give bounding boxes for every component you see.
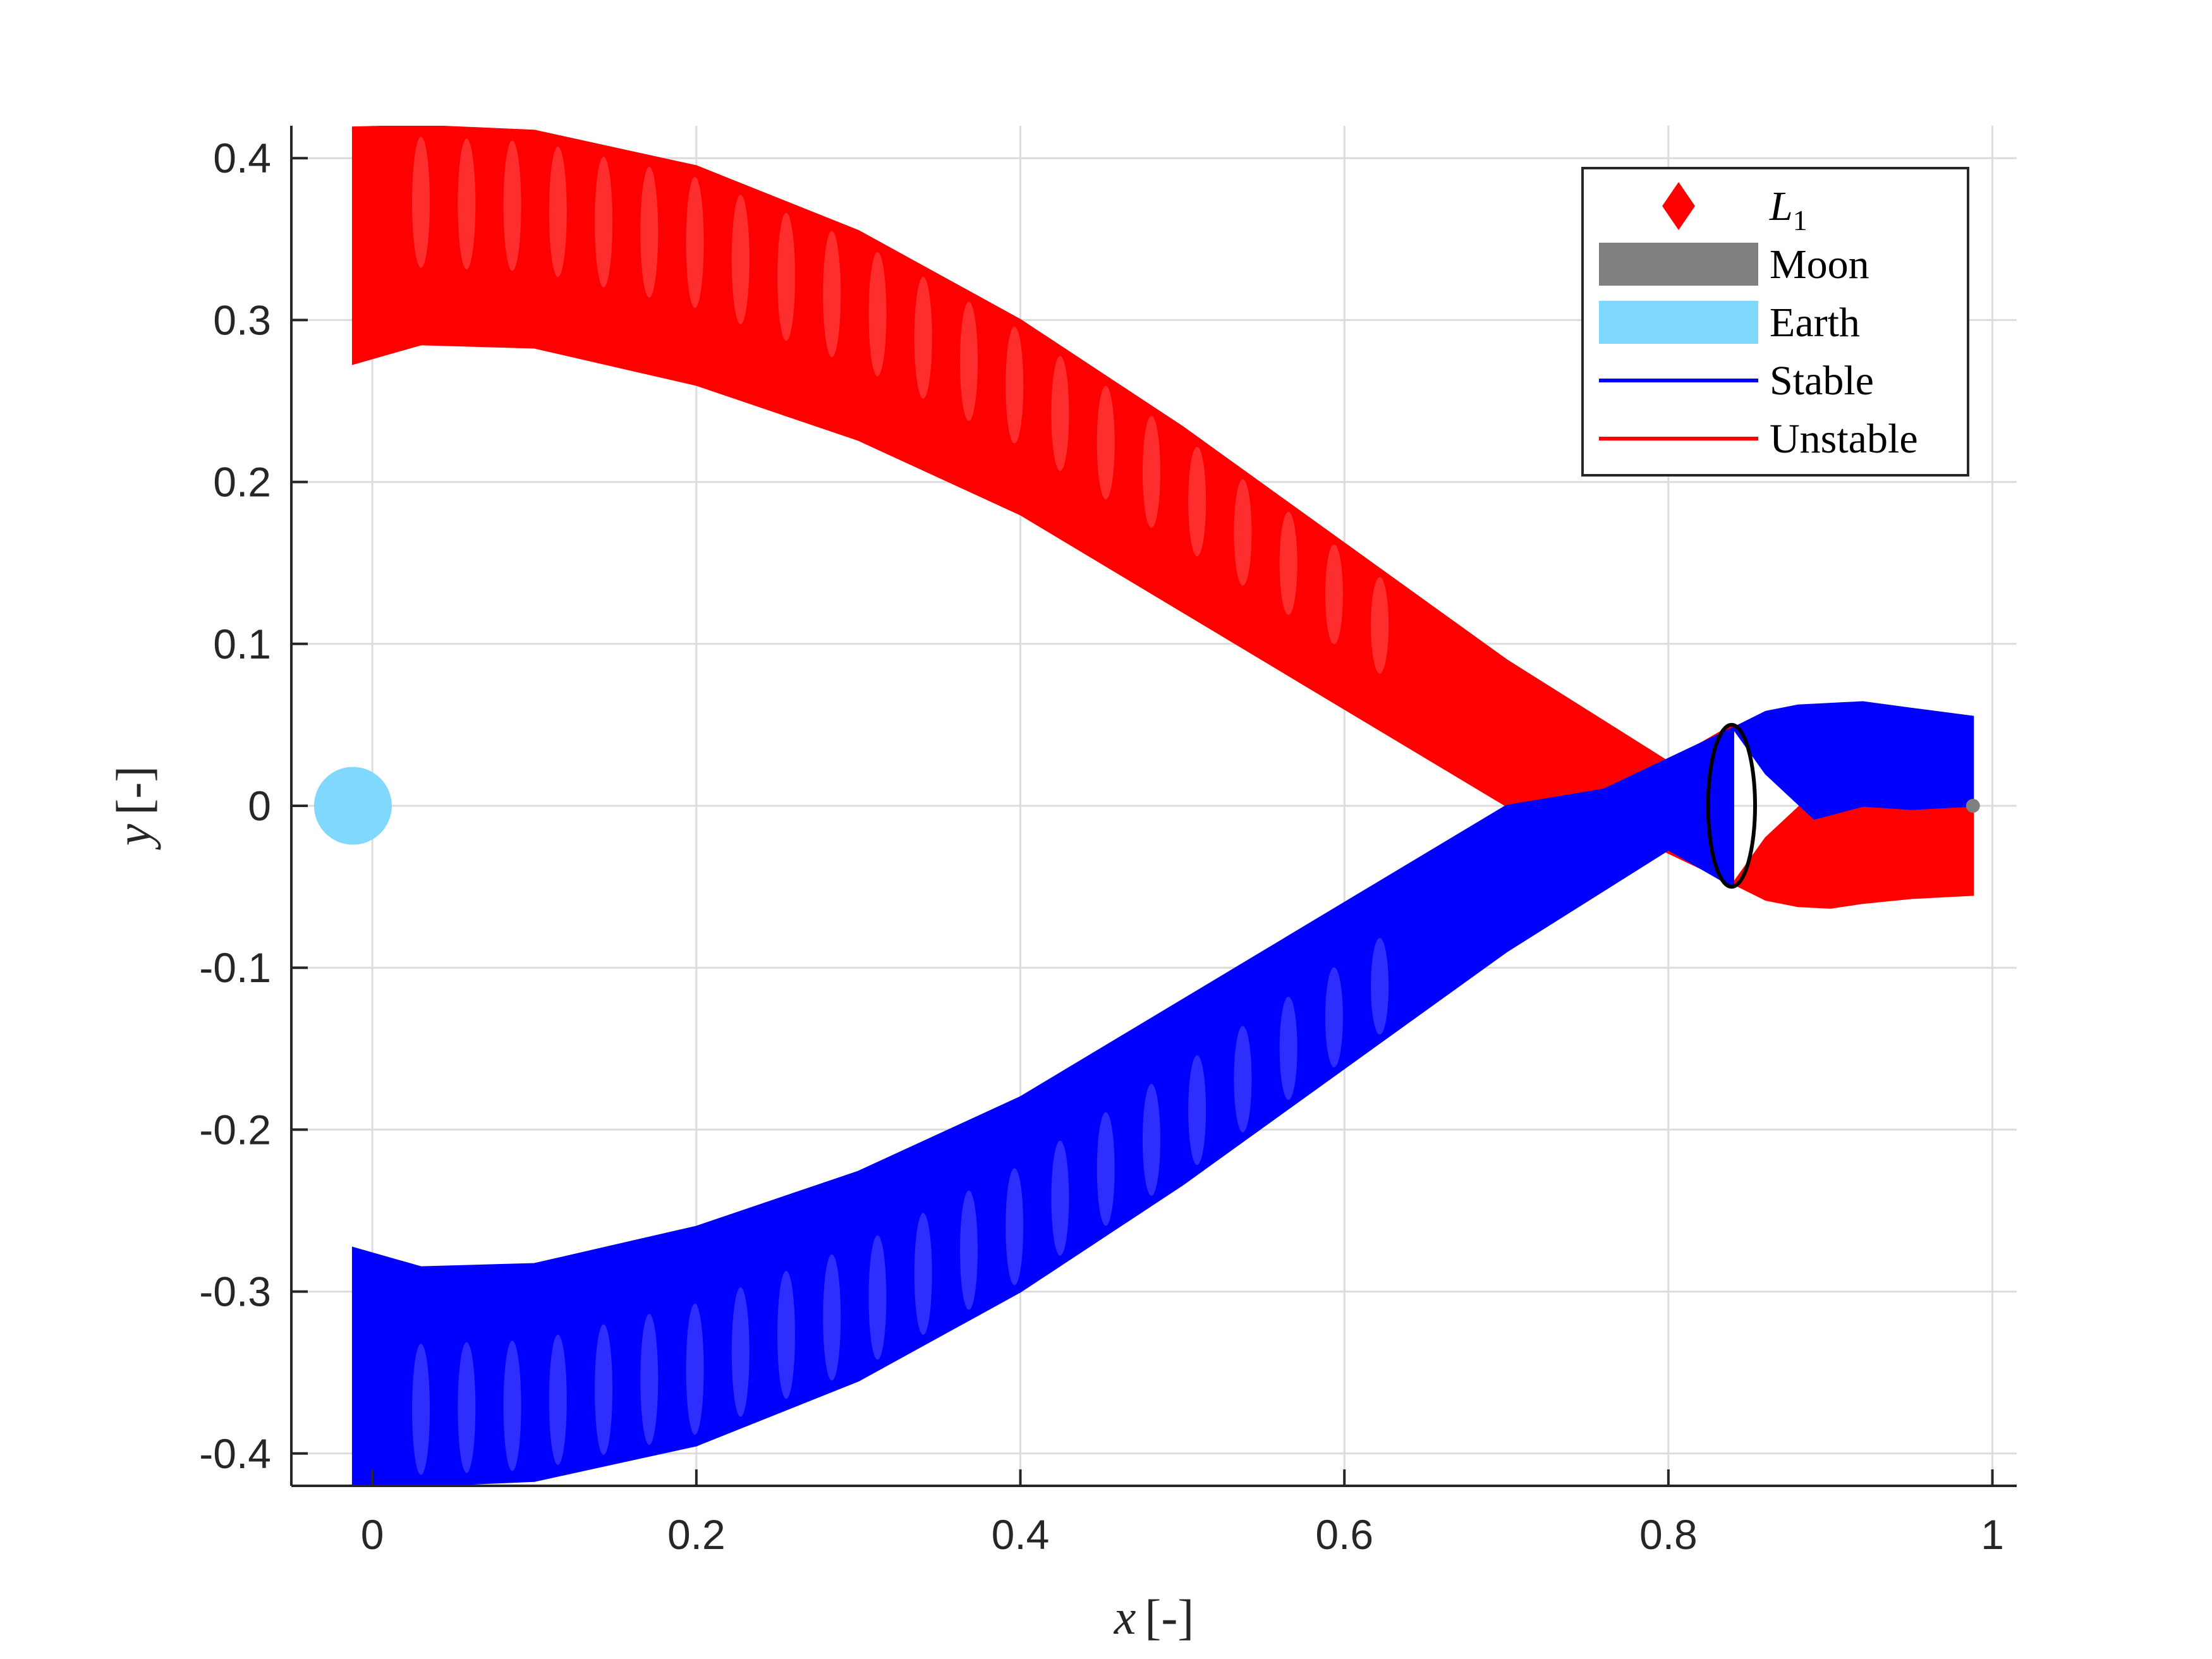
x-tick-label: 0.4 (992, 1511, 1050, 1558)
legend-label-moon: Moon (1770, 241, 1869, 288)
y-axis-variable: y (106, 823, 161, 850)
y-tick-label: -0.4 (199, 1430, 271, 1477)
stable-manifold-inner-branch (1732, 701, 1974, 820)
stable-trajectory-striation (777, 1270, 795, 1399)
unstable-trajectory-striation (1325, 544, 1343, 645)
unstable-trajectory-striation (1279, 511, 1297, 616)
stable-trajectory-striation (1279, 996, 1297, 1100)
unstable-trajectory-striation (549, 147, 567, 277)
stable-trajectory-striation (1325, 967, 1343, 1067)
stable-trajectory-striation (412, 1344, 430, 1475)
tick-labels: 0 0.2 0.4 0.6 0.8 1 -0.4 -0.3 -0.2 -0.1 0 0.1 0.2 0.3… (199, 135, 2004, 1558)
unstable-trajectory-striation (868, 252, 887, 377)
stable-trajectory-striation (1142, 1084, 1160, 1196)
moon-body (1966, 799, 1980, 813)
legend-label-unstable: Unstable (1770, 416, 1918, 462)
stable-trajectory-striation (1371, 938, 1389, 1035)
y-tick-label: 0.1 (213, 621, 271, 667)
legend-label-stable: Stable (1770, 358, 1874, 404)
unstable-trajectory-striation (1097, 386, 1115, 500)
stable-trajectory-striation (549, 1334, 567, 1465)
stable-trajectory-striation (640, 1314, 659, 1445)
stable-trajectory-striation (1188, 1055, 1206, 1165)
x-axis-variable: x (1114, 1589, 1136, 1644)
legend-moon-swatch (1599, 243, 1758, 286)
y-tick-label: 0.3 (213, 296, 271, 343)
x-tick-label: 0.6 (1315, 1511, 1373, 1558)
stable-trajectory-striation (959, 1190, 978, 1310)
y-tick-label: 0.2 (213, 459, 271, 506)
stable-trajectory-striation (823, 1254, 841, 1381)
x-tick-label: 0 (361, 1511, 384, 1558)
stable-trajectory-striation (1006, 1168, 1024, 1285)
y-tick-label: -0.1 (199, 944, 271, 991)
y-tick-label: -0.2 (199, 1106, 271, 1153)
stable-trajectory-striation (1051, 1140, 1069, 1256)
y-axis-label: y [-] (106, 766, 161, 851)
lyapunov-orbit (1706, 722, 1758, 889)
y-tick-label: 0 (248, 782, 271, 829)
unstable-trajectory-striation (1234, 479, 1252, 586)
legend-earth-swatch (1599, 301, 1758, 344)
unstable-trajectory-striation (731, 195, 750, 325)
data-layer (313, 126, 1980, 1486)
y-axis-unit: [-] (106, 766, 161, 815)
earth-body (313, 767, 392, 845)
unstable-trajectory-striation (1188, 446, 1206, 557)
unstable-trajectory-striation (503, 140, 521, 271)
legend-label-l: L1 (1769, 183, 1808, 236)
unstable-trajectory-striation (458, 138, 476, 270)
x-axis-unit: [-] (1145, 1589, 1194, 1644)
stable-trajectory-striation (868, 1235, 887, 1360)
axes (290, 126, 2017, 1487)
legend: L1 Moon Earth Stable Unstable (1581, 167, 1969, 477)
stable-trajectory-striation (1234, 1026, 1252, 1133)
stable-trajectory-striation (595, 1324, 613, 1455)
x-tick-label: 1 (1981, 1511, 2004, 1558)
stable-trajectory-striation (731, 1287, 750, 1417)
unstable-trajectory-striation (823, 231, 841, 358)
y-tick-label: -0.3 (199, 1268, 271, 1315)
unstable-trajectory-striation (686, 176, 704, 308)
stable-trajectory-striation (914, 1213, 932, 1335)
x-tick-label: 0.8 (1639, 1511, 1698, 1558)
stable-trajectory-striation (1097, 1112, 1115, 1226)
unstable-trajectory-striation (1142, 415, 1160, 528)
stable-trajectory-striation (686, 1303, 704, 1435)
unstable-trajectory-striation (777, 212, 795, 341)
y-tick-label: 0.4 (213, 135, 271, 181)
unstable-trajectory-striation (640, 166, 659, 298)
unstable-trajectory-striation (412, 137, 430, 268)
unstable-trajectory-striation (1006, 326, 1024, 444)
unstable-trajectory-striation (914, 276, 932, 399)
unstable-trajectory-striation (595, 156, 613, 288)
unstable-trajectory-striation (1371, 576, 1389, 674)
unstable-trajectory-striation (959, 301, 978, 422)
legend-label-earth: Earth (1770, 300, 1860, 346)
x-axis-label: x [-] (1114, 1589, 1194, 1644)
legend-l1-diamond-icon (1662, 182, 1695, 230)
stable-trajectory-striation (503, 1340, 521, 1471)
unstable-trajectory-striation (1051, 356, 1069, 471)
stable-trajectory-striation (458, 1342, 476, 1473)
x-tick-label: 0.2 (667, 1511, 726, 1558)
